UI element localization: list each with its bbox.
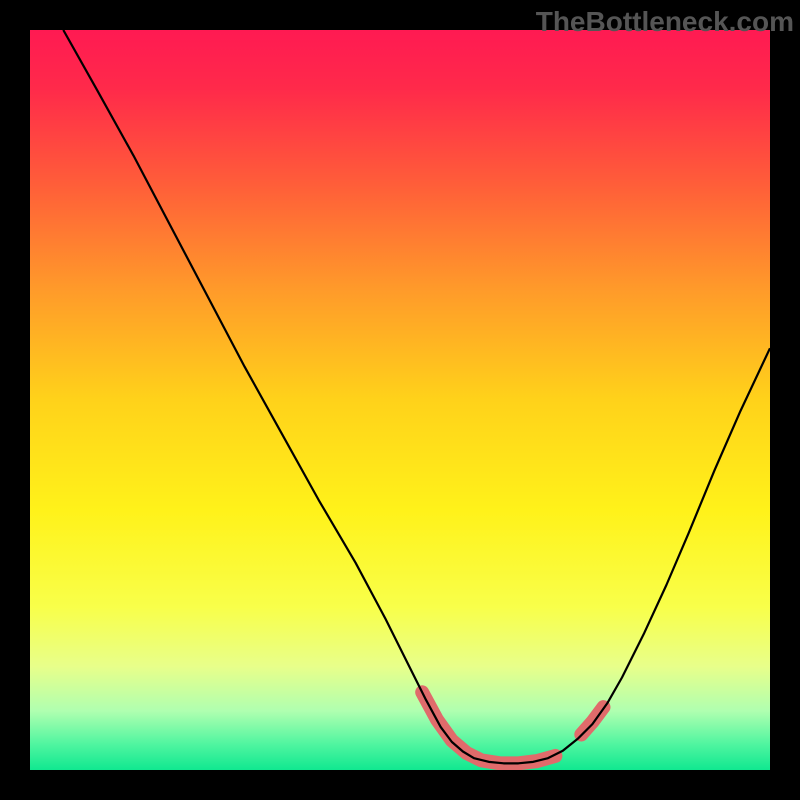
watermark-text: TheBottleneck.com	[536, 6, 794, 38]
chart-frame: TheBottleneck.com	[0, 0, 800, 800]
gradient-background	[30, 30, 770, 770]
chart-svg	[30, 30, 770, 770]
plot-area	[30, 30, 770, 770]
